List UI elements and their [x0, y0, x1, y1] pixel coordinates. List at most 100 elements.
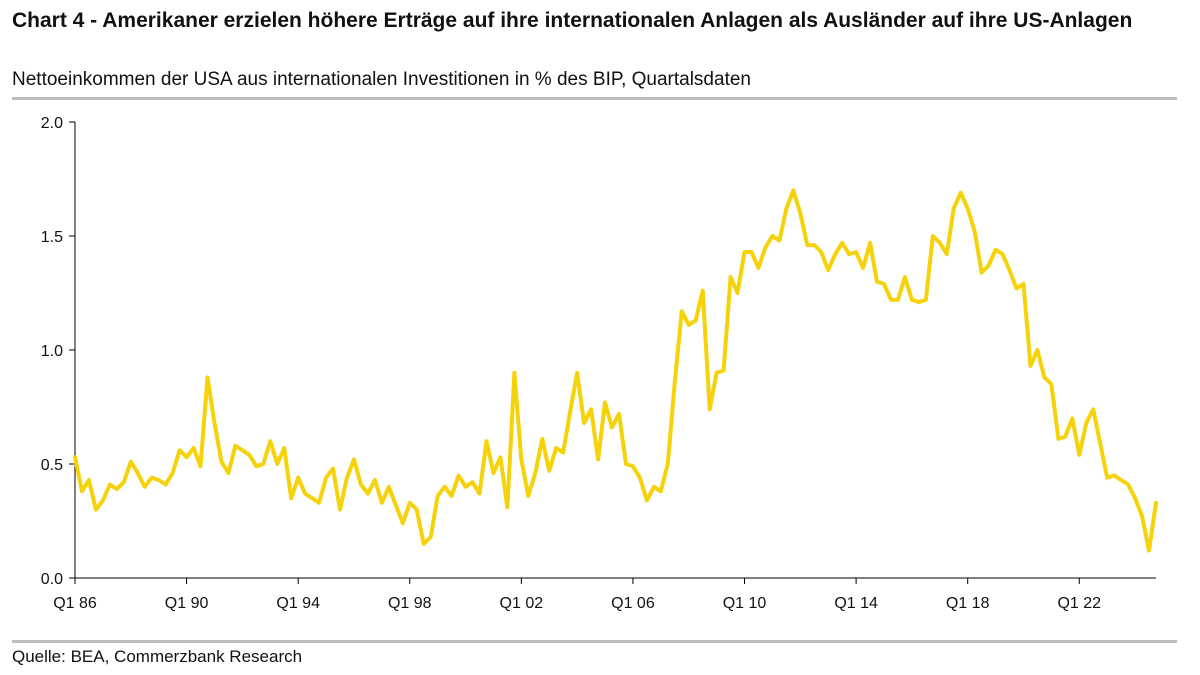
data-point	[457, 474, 460, 477]
data-point	[611, 426, 614, 429]
data-point	[987, 264, 990, 267]
data-point	[178, 449, 181, 452]
data-point	[74, 456, 77, 459]
data-point	[311, 497, 314, 500]
x-tick-label: Q1 14	[834, 595, 878, 612]
data-point	[1127, 483, 1130, 486]
data-point	[590, 408, 593, 411]
data-point	[80, 490, 83, 493]
data-point	[645, 499, 648, 502]
data-point	[534, 472, 537, 475]
data-point	[799, 212, 802, 215]
data-point	[1057, 437, 1060, 440]
data-point	[813, 244, 816, 247]
data-point	[387, 485, 390, 488]
data-point	[227, 472, 230, 475]
x-tick-label: Q1 86	[53, 595, 97, 612]
data-point	[652, 485, 655, 488]
data-point	[973, 230, 976, 233]
data-point	[101, 499, 104, 502]
data-point	[771, 235, 774, 238]
data-point	[171, 472, 174, 475]
data-point	[255, 465, 258, 468]
data-point	[429, 535, 432, 538]
data-point	[869, 241, 872, 244]
data-point	[1120, 478, 1123, 481]
data-point	[889, 298, 892, 301]
data-point	[966, 207, 969, 210]
data-point	[513, 371, 516, 374]
data-point	[234, 444, 237, 447]
data-point	[604, 401, 607, 404]
data-point	[1015, 287, 1018, 290]
data-point	[436, 494, 439, 497]
data-point	[1050, 383, 1053, 386]
data-point	[1099, 442, 1102, 445]
data-point	[297, 476, 300, 479]
data-point	[687, 323, 690, 326]
data-point	[122, 481, 125, 484]
data-point	[848, 253, 851, 256]
data-point	[541, 437, 544, 440]
chart-subtitle: Nettoeinkommen der USA aus international…	[12, 69, 751, 90]
y-tick-label: 1.0	[41, 343, 63, 360]
data-point	[129, 460, 132, 463]
series-line	[73, 188, 1158, 553]
data-point	[841, 241, 844, 244]
data-point	[422, 542, 425, 545]
data-point	[757, 266, 760, 269]
data-point	[924, 298, 927, 301]
data-point	[764, 246, 767, 249]
data-point	[750, 250, 753, 253]
data-point	[115, 488, 118, 491]
line-chart: 0.0 0.5 1.0 1.5 2.0 Q1 86 Q1 90 Q1 94 Q1 98 Q1 0…	[41, 115, 1158, 612]
data-point	[1134, 497, 1137, 500]
data-point	[1085, 421, 1088, 424]
data-point	[241, 449, 244, 452]
data-point	[945, 253, 948, 256]
x-tick-label: Q1 10	[723, 595, 767, 612]
data-point	[220, 460, 223, 463]
top-divider	[12, 97, 1177, 100]
data-point	[701, 289, 704, 292]
source-note: Quelle: BEA, Commerzbank Research	[12, 647, 303, 666]
data-point	[548, 469, 551, 472]
data-point	[1022, 282, 1025, 285]
data-point	[694, 319, 697, 322]
data-point	[332, 467, 335, 470]
data-point	[199, 465, 202, 468]
x-tick-label: Q1 18	[946, 595, 990, 612]
data-point	[980, 271, 983, 274]
data-point	[938, 241, 941, 244]
data-point	[806, 244, 809, 247]
data-point	[157, 478, 160, 481]
data-point	[1064, 435, 1067, 438]
data-point	[743, 250, 746, 253]
data-point	[394, 504, 397, 507]
data-point	[401, 522, 404, 525]
data-point	[862, 266, 865, 269]
data-point	[464, 485, 467, 488]
x-tick-label: Q1 06	[611, 595, 655, 612]
x-tick-label: Q1 98	[388, 595, 432, 612]
data-point	[876, 280, 879, 283]
data-point	[1113, 474, 1116, 477]
data-point	[569, 410, 572, 413]
data-point	[785, 207, 788, 210]
data-point	[108, 483, 111, 486]
data-point	[87, 478, 90, 481]
data-point	[883, 282, 886, 285]
data-point	[659, 490, 662, 493]
data-point	[903, 276, 906, 279]
data-point	[408, 501, 411, 504]
data-point	[896, 298, 899, 301]
data-point	[520, 458, 523, 461]
data-point	[555, 447, 558, 450]
data-point	[736, 292, 739, 295]
data-point	[666, 463, 669, 466]
data-point	[318, 501, 321, 504]
data-point	[562, 451, 565, 454]
y-tick-label: 0.0	[41, 571, 63, 588]
data-point	[185, 456, 188, 459]
data-point	[576, 371, 579, 374]
